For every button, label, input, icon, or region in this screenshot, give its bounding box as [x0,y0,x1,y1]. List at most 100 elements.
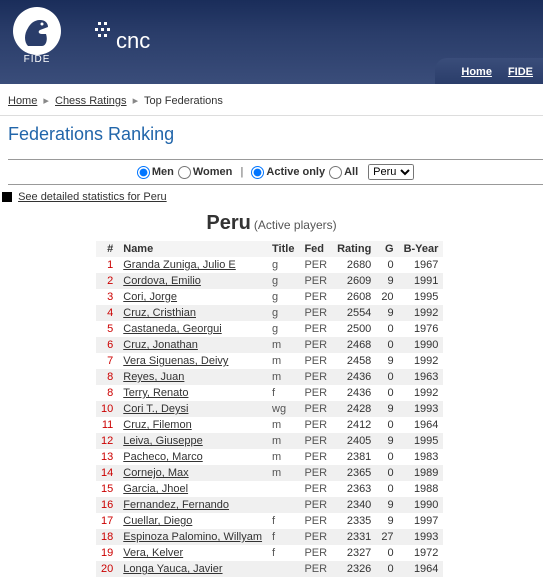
col-byear: B-Year [399,241,444,257]
header-link-fide[interactable]: FIDE [508,66,533,78]
filter-bar: Men Women | Active only All Peru [8,159,543,185]
cell-fed: PER [299,273,332,289]
cell-name[interactable]: Cornejo, Max [118,465,267,481]
cell-fed: PER [299,257,332,273]
filter-men[interactable]: Men [137,166,174,179]
cell-name[interactable]: Cruz, Filemon [118,417,267,433]
cell-rank: 11 [96,417,118,433]
stats-link[interactable]: See detailed statistics for Peru [18,191,167,203]
cell-name[interactable]: Cori T., Deysi [118,401,267,417]
breadcrumb-ratings[interactable]: Chess Ratings [55,95,127,107]
radio-women[interactable] [178,166,191,179]
page-title: Federations Ranking [0,116,543,155]
col-title: Title [267,241,299,257]
breadcrumb: Home ▸ Chess Ratings ▸ Top Federations [0,84,543,116]
table-row: 20Longa Yauca, JavierPER232601964 [96,561,443,577]
filter-women[interactable]: Women [178,166,233,179]
cell-byear: 1964 [399,561,444,577]
cell-rank: 4 [96,305,118,321]
filter-divider: | [240,166,243,178]
chevron-icon: ▸ [43,95,49,107]
cell-name[interactable]: Fernandez, Fernando [118,497,267,513]
cell-title: f [267,513,299,529]
cell-rating: 2436 [332,385,376,401]
cell-rating: 2331 [332,529,376,545]
cell-title: f [267,385,299,401]
cell-rating: 2365 [332,465,376,481]
cell-name[interactable]: Terry, Renato [118,385,267,401]
square-icon [2,192,12,202]
cell-rank: 15 [96,481,118,497]
cell-g: 0 [376,417,398,433]
table-row: 13Pacheco, MarcomPER238101983 [96,449,443,465]
cell-name[interactable]: Pacheco, Marco [118,449,267,465]
cell-name[interactable]: Vera, Kelver [118,545,267,561]
cell-title: m [267,369,299,385]
cell-rank: 3 [96,289,118,305]
cell-name[interactable]: Castaneda, Georgui [118,321,267,337]
cell-rating: 2340 [332,497,376,513]
header-link-home[interactable]: Home [461,66,492,78]
filter-active[interactable]: Active only [251,166,325,179]
cell-name[interactable]: Vera Siguenas, Deivy [118,353,267,369]
cnc-logo[interactable]: cnc [92,20,172,63]
table-row: 1Granda Zuniga, Julio EgPER268001967 [96,257,443,273]
country-name: Peru [206,212,250,234]
header: FIDE cnc Home FIDE [0,0,543,84]
cell-title: m [267,337,299,353]
cell-fed: PER [299,433,332,449]
cell-g: 9 [376,305,398,321]
cell-g: 9 [376,497,398,513]
breadcrumb-current: Top Federations [144,95,223,107]
cell-name[interactable]: Leiva, Giuseppe [118,433,267,449]
cell-fed: PER [299,561,332,577]
cell-rating: 2609 [332,273,376,289]
cell-name[interactable]: Cori, Jorge [118,289,267,305]
cell-rank: 18 [96,529,118,545]
cell-name[interactable]: Longa Yauca, Javier [118,561,267,577]
cell-rating: 2335 [332,513,376,529]
cell-g: 0 [376,337,398,353]
cell-rating: 2412 [332,417,376,433]
breadcrumb-home[interactable]: Home [8,95,37,107]
cell-name[interactable]: Espinoza Palomino, Willyam [118,529,267,545]
table-row: 19Vera, KelverfPER232701972 [96,545,443,561]
cell-name[interactable]: Cruz, Cristhian [118,305,267,321]
cell-fed: PER [299,369,332,385]
cell-name[interactable]: Garcia, Jhoel [118,481,267,497]
cell-fed: PER [299,289,332,305]
cell-rating: 2608 [332,289,376,305]
cell-rank: 5 [96,321,118,337]
table-row: 10Cori T., DeysiwgPER242891993 [96,401,443,417]
cell-fed: PER [299,481,332,497]
cell-rating: 2326 [332,561,376,577]
filter-all[interactable]: All [329,166,358,179]
cell-name[interactable]: Cordova, Emilio [118,273,267,289]
radio-all[interactable] [329,166,342,179]
radio-active[interactable] [251,166,264,179]
cell-byear: 1995 [399,289,444,305]
country-select[interactable]: Peru [368,164,414,180]
chevron-icon: ▸ [133,95,139,107]
cell-fed: PER [299,353,332,369]
fide-logo[interactable]: FIDE [10,6,64,65]
cell-name[interactable]: Cruz, Jonathan [118,337,267,353]
cell-rank: 20 [96,561,118,577]
cell-name[interactable]: Reyes, Juan [118,369,267,385]
cell-rating: 2680 [332,257,376,273]
cell-title: m [267,449,299,465]
cell-title: m [267,465,299,481]
cell-name[interactable]: Granda Zuniga, Julio E [118,257,267,273]
cell-rank: 17 [96,513,118,529]
cell-g: 9 [376,433,398,449]
cell-name[interactable]: Cuellar, Diego [118,513,267,529]
cell-g: 9 [376,513,398,529]
cell-fed: PER [299,337,332,353]
cell-rank: 19 [96,545,118,561]
cell-title: g [267,321,299,337]
cell-byear: 1992 [399,385,444,401]
cell-g: 0 [376,257,398,273]
col-fed: Fed [299,241,332,257]
radio-men[interactable] [137,166,150,179]
cell-rank: 14 [96,465,118,481]
